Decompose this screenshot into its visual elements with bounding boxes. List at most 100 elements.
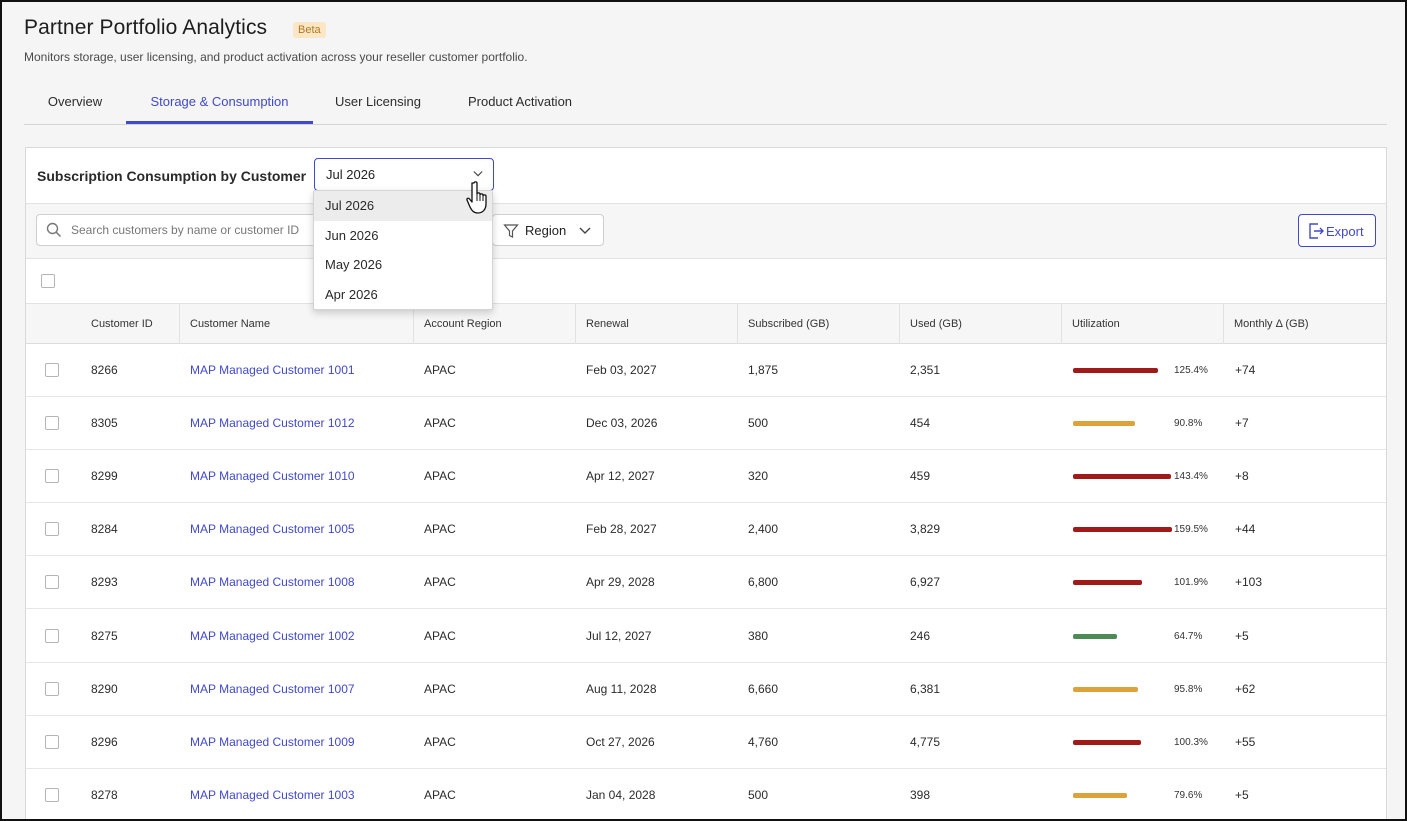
cell-account-region: APAC [424, 522, 456, 537]
cell-customer-name-link[interactable]: MAP Managed Customer 1008 [190, 575, 355, 590]
cell-renewal: Jan 04, 2028 [586, 787, 656, 802]
export-icon [1309, 223, 1324, 239]
cell-used: 398 [910, 787, 931, 802]
tab-user-licensing[interactable]: User Licensing [335, 94, 421, 109]
panel-title: Subscription Consumption by Customer [37, 168, 307, 184]
tab-product-activation[interactable]: Product Activation [467, 94, 573, 109]
cell-account-region: APAC [424, 416, 456, 431]
table-row: 8290 MAP Managed Customer 1007 APAC Aug 11,… [26, 662, 1386, 716]
cell-account-region: APAC [424, 575, 456, 590]
cell-customer-name-link[interactable]: MAP Managed Customer 1009 [190, 734, 355, 749]
cell-customer-name-link[interactable]: MAP Managed Customer 1010 [190, 469, 355, 484]
utilization-percent: 159.5% [1174, 524, 1208, 536]
search-icon [46, 222, 62, 238]
cell-renewal: Apr 29, 2028 [586, 575, 655, 590]
utilization-percent: 90.8% [1174, 418, 1203, 430]
table-row: 8305 MAP Managed Customer 1012 APAC Dec 03,… [26, 397, 1386, 451]
row-checkbox[interactable] [45, 416, 59, 431]
utilization-percent: 95.8% [1174, 683, 1203, 695]
tab-storage-consumption[interactable]: Storage & Consumption [126, 82, 313, 124]
region-filter-button[interactable]: Region [492, 214, 604, 246]
column-header-renewal[interactable]: Renewal [575, 304, 737, 344]
cell-account-region: APAC [424, 628, 456, 643]
cell-subscribed: 6,660 [748, 681, 779, 696]
table-row: 8284 MAP Managed Customer 1005 APAC Feb 28,… [26, 503, 1386, 557]
column-header-used[interactable]: Used (GB) [899, 304, 1061, 344]
row-checkbox[interactable] [45, 469, 59, 484]
cell-customer-name-link[interactable]: MAP Managed Customer 1007 [190, 681, 355, 696]
cell-monthly-delta: +74 [1235, 363, 1256, 377]
utilization-bar [1073, 686, 1139, 692]
column-header-subscribed[interactable]: Subscribed (GB) [737, 304, 899, 344]
select-all-checkbox[interactable] [41, 274, 55, 288]
cell-customer-id: 8284 [91, 522, 118, 537]
row-checkbox[interactable] [45, 681, 59, 696]
cell-customer-name-link[interactable]: MAP Managed Customer 1003 [190, 787, 355, 802]
row-checkbox[interactable] [45, 628, 59, 643]
month-option-may-2026[interactable]: May 2026 [325, 257, 383, 272]
tab-overview[interactable]: Overview [47, 94, 103, 109]
month-select[interactable]: Jul 2026 [314, 158, 494, 191]
cell-subscribed: 1,875 [748, 363, 779, 377]
cell-customer-id: 8275 [91, 628, 118, 643]
cell-customer-name-link[interactable]: MAP Managed Customer 1002 [190, 628, 355, 643]
cell-customer-id: 8266 [91, 363, 118, 377]
cell-customer-id: 8290 [91, 681, 118, 696]
cell-account-region: APAC [424, 787, 456, 802]
chevron-down-icon [473, 171, 483, 177]
cell-used: 454 [910, 416, 931, 431]
row-checkbox[interactable] [45, 787, 59, 802]
row-checkbox[interactable] [45, 522, 59, 537]
cell-renewal: Apr 12, 2027 [586, 469, 655, 484]
cell-monthly-delta: +5 [1235, 787, 1249, 802]
search-box[interactable] [36, 214, 336, 246]
utilization-percent: 125.4% [1174, 365, 1208, 376]
hand-cursor-icon [466, 181, 487, 214]
table-toolbar: Region Export [26, 204, 1386, 259]
utilization-percent: 101.9% [1174, 577, 1208, 589]
cell-customer-name-link[interactable]: MAP Managed Customer 1012 [190, 416, 355, 431]
filter-icon [503, 224, 519, 238]
row-checkbox[interactable] [45, 734, 59, 749]
column-header-customer-id[interactable]: Customer ID [91, 318, 153, 330]
cell-renewal: Aug 11, 2028 [586, 681, 657, 696]
cell-monthly-delta: +62 [1235, 681, 1256, 696]
column-header-account-region[interactable]: Account Region [413, 304, 575, 344]
export-button[interactable]: Export [1298, 214, 1376, 247]
month-option-jun-2026[interactable]: Jun 2026 [325, 227, 379, 243]
table-row: 8299 MAP Managed Customer 1010 APAC Apr 12,… [26, 450, 1386, 504]
month-option-jul-2026[interactable]: Jul 2026 [314, 191, 492, 221]
row-checkbox[interactable] [45, 363, 59, 377]
tab-bar: Overview Storage & Consumption User Lice… [24, 82, 1387, 125]
month-select-value: Jul 2026 [326, 167, 376, 182]
cell-monthly-delta: +103 [1235, 575, 1263, 590]
row-checkbox[interactable] [45, 575, 59, 590]
utilization-bar [1073, 580, 1143, 586]
search-input[interactable] [69, 215, 329, 245]
cell-customer-name-link[interactable]: MAP Managed Customer 1001 [190, 363, 355, 377]
cell-customer-id: 8305 [91, 416, 118, 431]
cell-subscribed: 320 [748, 469, 769, 484]
cell-used: 6,381 [910, 681, 941, 696]
page-title: Partner Portfolio Analytics [24, 16, 268, 39]
table-header: Customer ID Customer Name Account Region… [26, 304, 1386, 344]
column-header-monthly-delta[interactable]: Monthly Δ (GB) [1223, 304, 1387, 344]
cell-used: 4,775 [910, 734, 941, 749]
utilization-percent: 143.4% [1174, 471, 1208, 483]
cell-monthly-delta: +44 [1235, 522, 1256, 537]
column-header-customer-name[interactable]: Customer Name [179, 304, 413, 344]
cell-renewal: Oct 27, 2026 [586, 734, 655, 749]
consumption-panel: Subscription Consumption by Customer Jul… [25, 147, 1387, 819]
cell-customer-name-link[interactable]: MAP Managed Customer 1005 [190, 522, 355, 537]
utilization-bar [1073, 739, 1142, 745]
table-row: 8278 MAP Managed Customer 1003 APAC Jan 04,… [26, 768, 1386, 819]
utilization-percent: 64.7% [1174, 630, 1203, 642]
utilization-percent: 100.3% [1174, 736, 1208, 748]
page-subtitle: Monitors storage, user licensing, and pr… [24, 50, 528, 64]
month-option-apr-2026[interactable]: Apr 2026 [325, 286, 378, 302]
cell-customer-id: 8293 [91, 575, 118, 590]
column-header-utilization[interactable]: Utilization [1061, 304, 1223, 344]
beta-badge: Beta [293, 22, 326, 38]
cell-subscribed: 6,800 [748, 575, 779, 590]
